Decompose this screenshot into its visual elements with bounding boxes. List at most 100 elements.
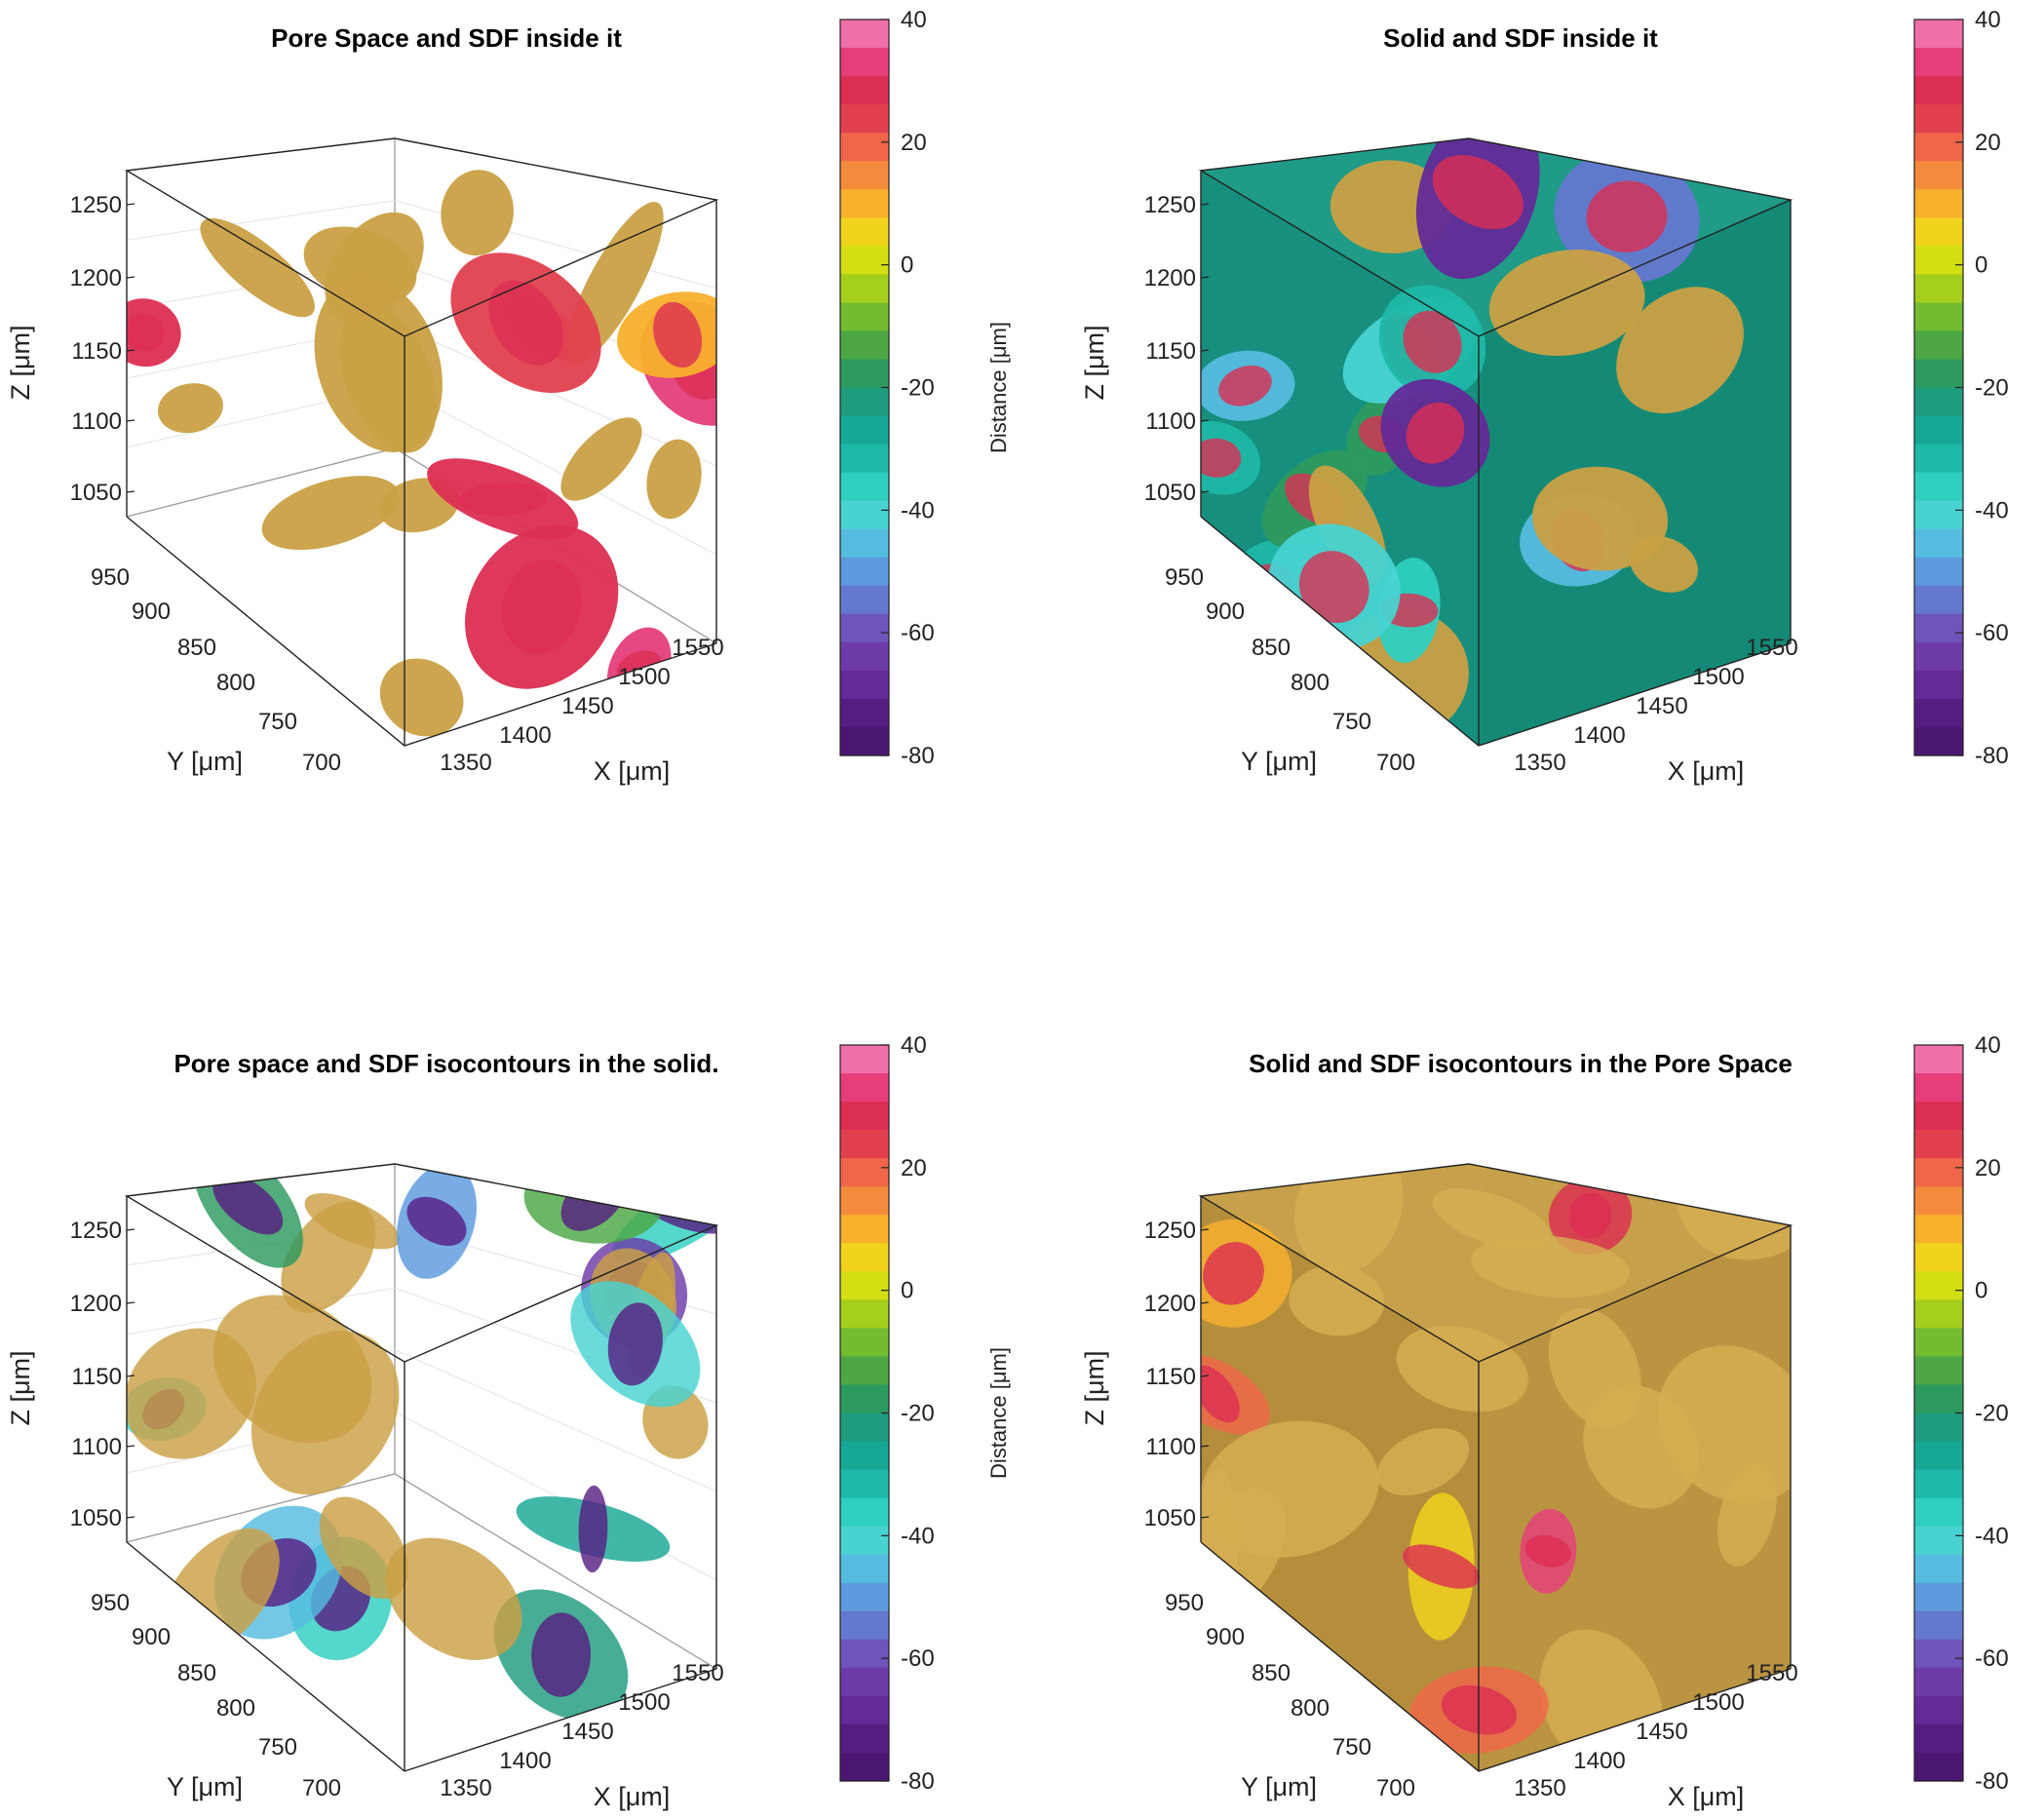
z-tick-label: 1100: [71, 1434, 122, 1460]
panel-solid-isocontours: Solid and SDF isocontours in the Pore Sp…: [1080, 1032, 2009, 1811]
colorbar-tick-label: -60: [1975, 620, 2009, 646]
z-tick: [126, 1228, 135, 1231]
z-tick: [126, 276, 135, 279]
structure-core: [1298, 551, 1369, 624]
z-tick-label: 1200: [1144, 1291, 1196, 1317]
x-tick-label: 1500: [1692, 664, 1744, 690]
structure-core: [531, 1612, 592, 1697]
x-tick-label: 1500: [618, 1689, 670, 1716]
colorbar-band: [1914, 387, 1963, 417]
structure-core: [607, 1302, 663, 1386]
colorbar-band: [840, 528, 889, 559]
colorbar-tick-label: -80: [1975, 743, 2009, 769]
y-tick-label: 850: [1252, 635, 1291, 661]
colorbar-band: [1914, 698, 1963, 728]
x-tick-label: 1400: [499, 1748, 551, 1774]
structure-blob: [1432, 1188, 1553, 1252]
colorbar-band: [1914, 274, 1963, 303]
colorbar-band: [840, 133, 889, 162]
structure-core: [212, 1173, 284, 1235]
x-tick-label: 1450: [1636, 693, 1687, 719]
structure-core: [1403, 1544, 1481, 1589]
z-tick: [126, 1445, 135, 1448]
z-tick-label: 1250: [70, 192, 122, 218]
structure-blob: [1532, 466, 1669, 571]
x-axis-label: X [μm]: [594, 756, 671, 786]
colorbar-band: [840, 444, 889, 474]
y-tick-label: 850: [1252, 1660, 1291, 1686]
z-tick: [1200, 1445, 1210, 1448]
structure-blob: [261, 476, 400, 551]
colorbar-band: [1914, 1215, 1963, 1244]
structure-blob: [1657, 1345, 1791, 1504]
colorbar-band: [840, 1554, 889, 1584]
colorbar-band: [1914, 189, 1963, 218]
colorbar-band: [1914, 1102, 1963, 1131]
structure-core: [653, 301, 703, 368]
z-tick-label: 1200: [70, 1291, 122, 1317]
colorbar-tick-label: -80: [901, 1768, 935, 1795]
structure-blob: [1488, 250, 1645, 357]
colorbar-band: [840, 246, 889, 275]
z-tick-label: 1100: [1145, 1434, 1196, 1460]
structure-blob: [1289, 1264, 1385, 1336]
z-tick-label: 1250: [1144, 192, 1196, 218]
colorbar-band: [840, 19, 889, 49]
colorbar-band: [840, 500, 889, 530]
colorbar-band: [1914, 19, 1963, 49]
colorbar-band: [1914, 246, 1963, 275]
y-tick-label: 700: [1376, 750, 1415, 776]
colorbar-band: [1914, 1469, 1963, 1499]
volume-render: [1201, 138, 1791, 746]
colorbar-band: [840, 1356, 889, 1386]
colorbar-band: [1914, 1554, 1963, 1584]
z-tick: [1200, 1228, 1210, 1231]
structure-blob: [1471, 1235, 1631, 1298]
colorbar-band: [1914, 1384, 1963, 1414]
colorbar-band: [1914, 500, 1963, 530]
x-tick-label: 1500: [1692, 1689, 1744, 1716]
colorbar-tick-label: -40: [901, 1523, 935, 1549]
colorbar-band: [840, 641, 889, 672]
colorbar-band: [1914, 76, 1963, 105]
colorbar-tick-label: -60: [901, 1645, 935, 1672]
x-axis-label: X [μm]: [594, 1782, 671, 1811]
y-tick-label: 750: [1332, 1734, 1371, 1761]
colorbar-label: Distance [μm]: [986, 1347, 1011, 1479]
colorbar-band: [840, 189, 889, 218]
colorbar-tick-label: 0: [901, 1278, 913, 1304]
colorbar-band: [1914, 528, 1963, 559]
colorbar-band: [840, 1130, 889, 1159]
x-axis-label: X [μm]: [1668, 1782, 1745, 1811]
panel-title: Pore space and SDF isocontours in the so…: [174, 1049, 718, 1078]
colorbar-tick-label: 20: [1975, 1155, 2001, 1181]
x-tick-label: 1350: [440, 1775, 491, 1801]
colorbar-tick-label: -80: [901, 743, 935, 769]
colorbar-band: [1914, 1130, 1963, 1159]
colorbar-band: [1914, 302, 1963, 332]
z-tick: [126, 349, 135, 352]
colorbar-band: [840, 613, 889, 643]
colorbar-band: [840, 1639, 889, 1669]
structure-blob: [1396, 1325, 1528, 1413]
z-tick-label: 1050: [70, 480, 122, 506]
axes-box-front: [124, 1163, 719, 1772]
colorbar-tick-label: 20: [901, 1155, 927, 1181]
structure-core: [1201, 438, 1242, 478]
y-axis-label: Y [μm]: [1241, 1772, 1317, 1801]
z-tick: [1200, 1516, 1210, 1519]
colorbar-band: [840, 1215, 889, 1244]
structure-blob: [1616, 287, 1744, 414]
colorbar-band: [1914, 641, 1963, 672]
colorbar-tick-label: -80: [1975, 1768, 2009, 1795]
z-tick: [1200, 349, 1210, 352]
colorbar-band: [1914, 613, 1963, 643]
colorbar-tick-label: -60: [1975, 1645, 2009, 1672]
colorbar-band: [840, 585, 889, 615]
x-tick-label: 1550: [1746, 1660, 1797, 1686]
colorbar-band: [1914, 104, 1963, 134]
y-tick-label: 900: [132, 599, 171, 625]
